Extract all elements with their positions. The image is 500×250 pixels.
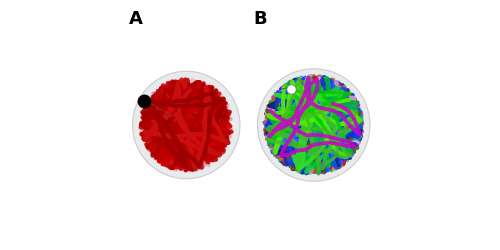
Point — [140, 99, 148, 103]
Text: A: A — [129, 10, 142, 28]
Text: B: B — [254, 10, 268, 28]
Point — [287, 87, 295, 91]
Circle shape — [258, 69, 370, 181]
Circle shape — [132, 71, 240, 179]
